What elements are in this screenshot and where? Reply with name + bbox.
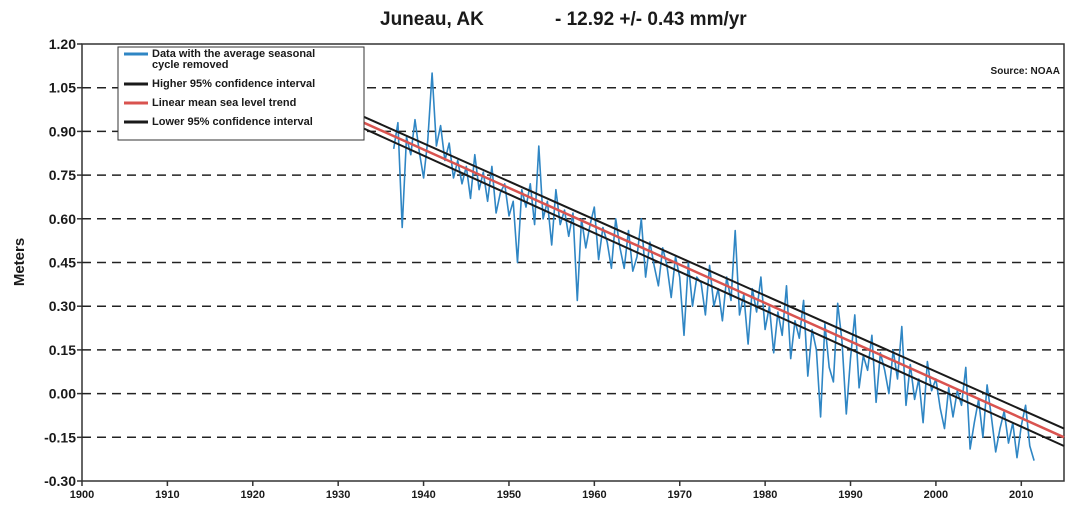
y-tick-label: -0.15 <box>44 429 76 445</box>
y-tick-label: 1.20 <box>49 36 76 52</box>
x-tick-label: 2010 <box>1009 489 1033 501</box>
y-axis-ticks: 1.20 1.05 0.90 0.75 0.60 0.45 0.30 0.15 0.00 -0.1… <box>44 36 82 489</box>
lower-ci-line <box>363 127 1065 447</box>
x-tick-label: 1990 <box>838 489 862 501</box>
chart-title-trend: - 12.92 +/- 0.43 mm/yr <box>555 9 747 30</box>
legend-label: Higher 95% confidence interval <box>152 78 315 90</box>
legend-entry: Higher 95% confidence interval <box>124 78 315 90</box>
chart-title-station: Juneau, AK <box>380 9 484 30</box>
legend-box <box>117 46 365 141</box>
y-tick-label: 0.15 <box>49 342 76 358</box>
higher-ci-line <box>363 115 1065 430</box>
x-tick-label: 1950 <box>497 489 521 501</box>
y-tick-label: 0.30 <box>49 298 76 314</box>
x-tick-label: 1960 <box>582 489 606 501</box>
x-tick-label: 1970 <box>667 489 691 501</box>
trend-line <box>363 121 1065 439</box>
y-tick-label: 0.90 <box>49 123 76 139</box>
x-axis-ticks: 1900 1910 1920 1930 1940 1950 1960 1970 1980 1990… <box>70 481 1034 501</box>
x-tick-label: 1980 <box>753 489 777 501</box>
legend-entry: Linear mean sea level trend <box>124 97 296 109</box>
x-tick-label: 1930 <box>326 489 350 501</box>
y-tick-label: 1.05 <box>49 80 76 96</box>
series-lines <box>363 72 1065 461</box>
x-tick-label: 1900 <box>70 489 94 501</box>
legend-label: Data with the average seasonal <box>152 48 315 60</box>
y-axis-label: Meters <box>11 238 28 286</box>
legend-label: Lower 95% confidence interval <box>152 116 313 128</box>
legend-label: Linear mean sea level trend <box>152 97 296 109</box>
x-tick-label: 2000 <box>924 489 948 501</box>
y-tick-label: 0.60 <box>49 211 76 227</box>
source-label: Source: NOAA <box>991 66 1060 77</box>
y-tick-label: 0.00 <box>49 386 76 402</box>
y-tick-label: 0.45 <box>49 255 76 271</box>
x-tick-label: 1940 <box>411 489 435 501</box>
data-series-line <box>392 72 1035 461</box>
y-tick-label: 0.75 <box>49 167 76 183</box>
legend-label: cycle removed <box>152 59 228 71</box>
y-tick-label: -0.30 <box>44 473 76 489</box>
x-tick-label: 1910 <box>155 489 179 501</box>
x-tick-label: 1920 <box>241 489 265 501</box>
legend-entry: Lower 95% confidence interval <box>124 116 313 128</box>
